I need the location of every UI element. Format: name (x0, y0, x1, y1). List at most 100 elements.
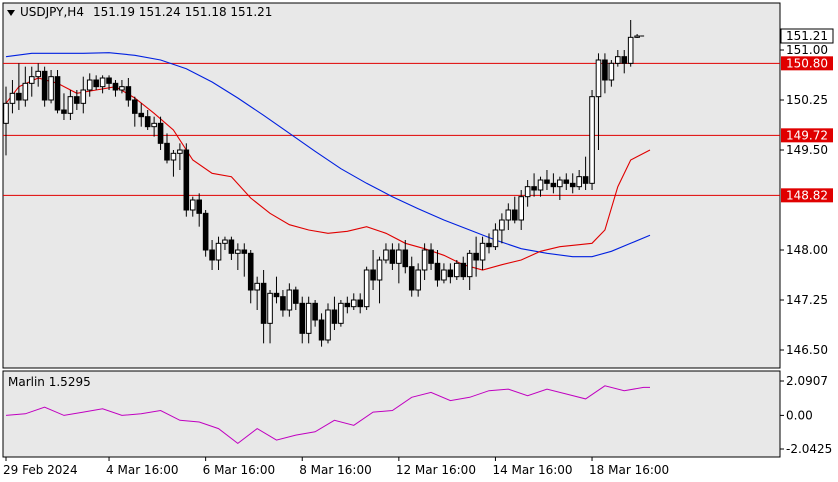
candle-body (408, 266, 415, 291)
candle-body (273, 292, 280, 298)
candle (524, 180, 531, 207)
candle (22, 66, 29, 107)
candle (312, 300, 318, 327)
candle-body (441, 269, 447, 281)
candle-body (61, 109, 67, 114)
osc-tick-label: -2.0425 (786, 442, 832, 456)
oscillator: 2.0907 0.00 -2.0425 (5, 374, 832, 456)
candle-body (627, 36, 634, 64)
candle-body (228, 239, 235, 254)
time-tick-label: 12 Mar 16:00 (396, 463, 476, 477)
candle (28, 66, 35, 97)
candle (331, 296, 338, 330)
candle (608, 60, 615, 87)
candle (177, 143, 183, 170)
candle (254, 276, 260, 310)
candle-body (569, 182, 576, 188)
candle (544, 170, 550, 190)
candle (518, 190, 525, 230)
candle (9, 80, 16, 114)
candle-body (434, 262, 441, 281)
candle (602, 53, 608, 94)
candle (473, 236, 479, 277)
candles (3, 20, 645, 347)
candle-body (428, 249, 434, 264)
candle-body (267, 292, 273, 324)
time-tick-label: 18 Mar 16:00 (589, 463, 669, 477)
candle (67, 90, 74, 120)
candle (318, 313, 325, 347)
price-tick-label: 146.50 (786, 343, 828, 357)
candle (486, 233, 492, 254)
candle-body (67, 96, 74, 114)
candle-body (447, 269, 454, 278)
candle-body (331, 309, 338, 324)
candle-body (499, 219, 505, 231)
candle-body (215, 242, 222, 261)
candle-body (22, 82, 29, 101)
candle (350, 293, 357, 310)
candle-body (524, 186, 531, 198)
candle-body (254, 282, 260, 291)
candle (112, 80, 119, 97)
candle (202, 210, 209, 257)
level-label-box (781, 188, 833, 203)
candle (344, 296, 351, 314)
price-tick-label: 150.25 (786, 93, 828, 107)
candle-body (241, 249, 248, 254)
candle-body (486, 242, 492, 248)
candle (582, 156, 589, 190)
candle (421, 243, 428, 280)
candle-body (460, 262, 467, 278)
candle-body (132, 99, 138, 114)
candle (125, 78, 132, 107)
price-tick-label: 151.00 (786, 43, 828, 57)
candle-body (357, 299, 363, 308)
candle (550, 173, 557, 194)
candle-body (492, 229, 499, 248)
ohlc-values: 151.19 151.24 151.18 151.21 (93, 5, 272, 19)
current-price-box (780, 28, 834, 44)
candle (260, 270, 267, 344)
candle (415, 263, 421, 297)
candle-body (54, 76, 61, 111)
candle-body (563, 179, 570, 184)
candle (151, 116, 157, 137)
candle (305, 296, 312, 344)
candle (499, 213, 505, 244)
candle (273, 276, 280, 304)
time-tick-label: 6 Mar 16:00 (203, 463, 276, 477)
candle-body (325, 309, 331, 341)
candle (447, 263, 454, 284)
candle (183, 143, 190, 217)
level-label-box (781, 128, 833, 143)
candle (235, 243, 241, 270)
time-tick-label: 4 Mar 16:00 (106, 463, 179, 477)
candle-body (318, 319, 325, 341)
indicator-label: Marlin 1.5295 (8, 375, 91, 389)
candle (106, 75, 112, 90)
candle-body (16, 92, 22, 101)
candle-body (518, 196, 525, 221)
candle-body (35, 70, 42, 78)
candle (41, 66, 48, 107)
candle (441, 263, 447, 284)
candle-body (177, 149, 183, 154)
symbol-label: USDJPY,H4 (20, 5, 84, 19)
ma-slow-line (5, 52, 651, 258)
candle (164, 133, 170, 164)
candle-body (531, 186, 537, 191)
candle (3, 86, 9, 156)
candle (396, 243, 402, 284)
candle-body (112, 82, 119, 91)
level-label: 148.82 (786, 188, 828, 202)
candle-body (28, 76, 35, 84)
candle-body (196, 199, 202, 214)
candle-body (293, 289, 299, 304)
dropdown-triangle-icon[interactable] (7, 10, 15, 16)
candle (370, 250, 376, 290)
candle-body (164, 142, 170, 161)
candle-body (138, 112, 145, 118)
candle-body (305, 302, 312, 334)
